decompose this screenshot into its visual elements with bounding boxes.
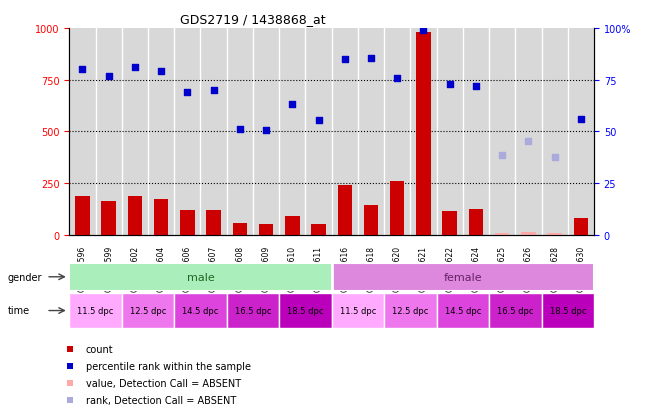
Text: gender: gender (8, 272, 42, 282)
Bar (69, 263, 332, 291)
Point (339, 57, 350, 63)
Bar (180, 211, 195, 235)
Point (182, 90, 193, 96)
Bar (332, 293, 384, 328)
Point (444, 81, 455, 88)
Bar (489, 293, 542, 328)
Text: 12.5 dpc: 12.5 dpc (392, 306, 428, 315)
Bar (96, 29, 122, 235)
Bar (442, 211, 457, 235)
Bar (463, 29, 489, 235)
Point (549, 155, 560, 161)
Bar (489, 29, 515, 235)
Bar (384, 29, 411, 235)
Text: count: count (86, 344, 113, 354)
Point (471, 83, 481, 90)
Bar (312, 224, 326, 235)
Bar (437, 293, 489, 328)
Bar (416, 33, 431, 235)
Text: 18.5 dpc: 18.5 dpc (287, 306, 323, 315)
Point (418, 28, 429, 34)
Point (392, 75, 403, 82)
Text: 18.5 dpc: 18.5 dpc (550, 306, 586, 315)
Bar (69, 29, 96, 235)
Bar (437, 29, 463, 235)
Bar (148, 29, 174, 235)
Text: 16.5 dpc: 16.5 dpc (497, 306, 533, 315)
Bar (364, 206, 378, 235)
Bar (390, 182, 405, 235)
Bar (384, 293, 437, 328)
Bar (469, 210, 483, 235)
Bar (69, 293, 122, 328)
Bar (259, 224, 273, 235)
Bar (232, 223, 247, 235)
Bar (279, 29, 306, 235)
Bar (279, 293, 332, 328)
Bar (227, 293, 279, 328)
Point (234, 127, 245, 133)
Bar (542, 29, 568, 235)
Point (497, 152, 508, 159)
Bar (122, 29, 148, 235)
Bar (521, 232, 536, 235)
Text: 12.5 dpc: 12.5 dpc (130, 306, 166, 315)
Point (287, 101, 298, 108)
Point (314, 117, 324, 124)
Point (261, 128, 271, 135)
Bar (127, 196, 142, 235)
Text: percentile rank within the sample: percentile rank within the sample (86, 361, 251, 371)
Bar (253, 29, 279, 235)
Point (77, 67, 88, 74)
Bar (285, 217, 300, 235)
Bar (102, 202, 116, 235)
Point (209, 88, 219, 94)
Text: male: male (187, 272, 214, 282)
Point (104, 73, 114, 80)
Point (523, 138, 534, 145)
Text: 11.5 dpc: 11.5 dpc (77, 306, 114, 315)
Bar (515, 29, 542, 235)
Bar (547, 233, 562, 235)
Text: 16.5 dpc: 16.5 dpc (235, 306, 271, 315)
Text: 14.5 dpc: 14.5 dpc (445, 306, 481, 315)
Bar (358, 29, 384, 235)
Bar (332, 263, 594, 291)
Text: rank, Detection Call = ABSENT: rank, Detection Call = ABSENT (86, 395, 236, 405)
Title: GDS2719 / 1438868_at: GDS2719 / 1438868_at (180, 13, 326, 26)
Bar (122, 293, 174, 328)
Text: value, Detection Call = ABSENT: value, Detection Call = ABSENT (86, 378, 241, 388)
Bar (201, 29, 227, 235)
Text: 14.5 dpc: 14.5 dpc (182, 306, 218, 315)
Point (129, 65, 140, 71)
Bar (154, 199, 168, 235)
Bar (306, 29, 332, 235)
Bar (542, 293, 594, 328)
Bar (332, 29, 358, 235)
Point (366, 56, 376, 62)
Bar (75, 196, 90, 235)
Bar (227, 29, 253, 235)
Text: female: female (444, 272, 482, 282)
Bar (411, 29, 437, 235)
Bar (174, 293, 227, 328)
Bar (337, 186, 352, 235)
Text: 11.5 dpc: 11.5 dpc (340, 306, 376, 315)
Point (576, 116, 586, 123)
Bar (495, 233, 510, 235)
Bar (568, 29, 594, 235)
Bar (207, 211, 221, 235)
Bar (174, 29, 201, 235)
Text: time: time (8, 306, 30, 316)
Point (156, 69, 166, 76)
Bar (574, 219, 588, 235)
